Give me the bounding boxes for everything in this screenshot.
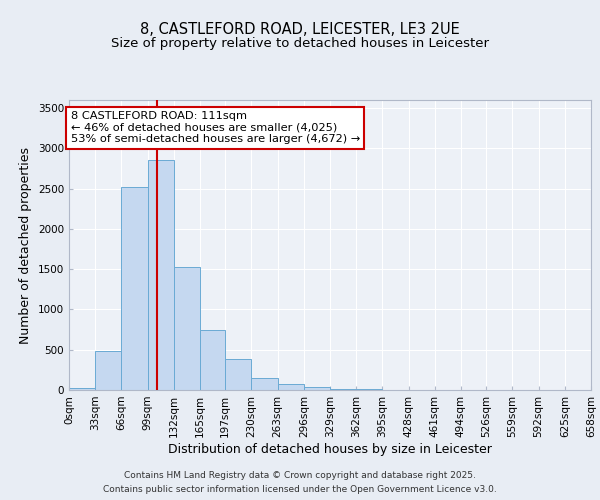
Bar [69,388,95,390]
Bar [121,187,148,390]
X-axis label: Distribution of detached houses by size in Leicester: Distribution of detached houses by size … [168,442,492,456]
Bar [95,352,121,390]
Text: 8, CASTLEFORD ROAD, LEICESTER, LE3 2UE: 8, CASTLEFORD ROAD, LEICESTER, LE3 2UE [140,22,460,38]
Bar [278,384,304,390]
Bar [225,360,251,390]
Y-axis label: Number of detached properties: Number of detached properties [19,146,32,344]
Text: 8 CASTLEFORD ROAD: 111sqm
← 46% of detached houses are smaller (4,025)
53% of se: 8 CASTLEFORD ROAD: 111sqm ← 46% of detac… [71,112,360,144]
Bar [356,389,382,390]
Bar [304,387,330,390]
Bar [200,330,225,390]
Text: Contains public sector information licensed under the Open Government Licence v3: Contains public sector information licen… [103,484,497,494]
Text: Size of property relative to detached houses in Leicester: Size of property relative to detached ho… [111,38,489,51]
Text: Contains HM Land Registry data © Crown copyright and database right 2025.: Contains HM Land Registry data © Crown c… [124,472,476,480]
Bar [330,389,356,390]
Bar [251,378,278,390]
Bar [148,160,174,390]
Bar [174,267,200,390]
